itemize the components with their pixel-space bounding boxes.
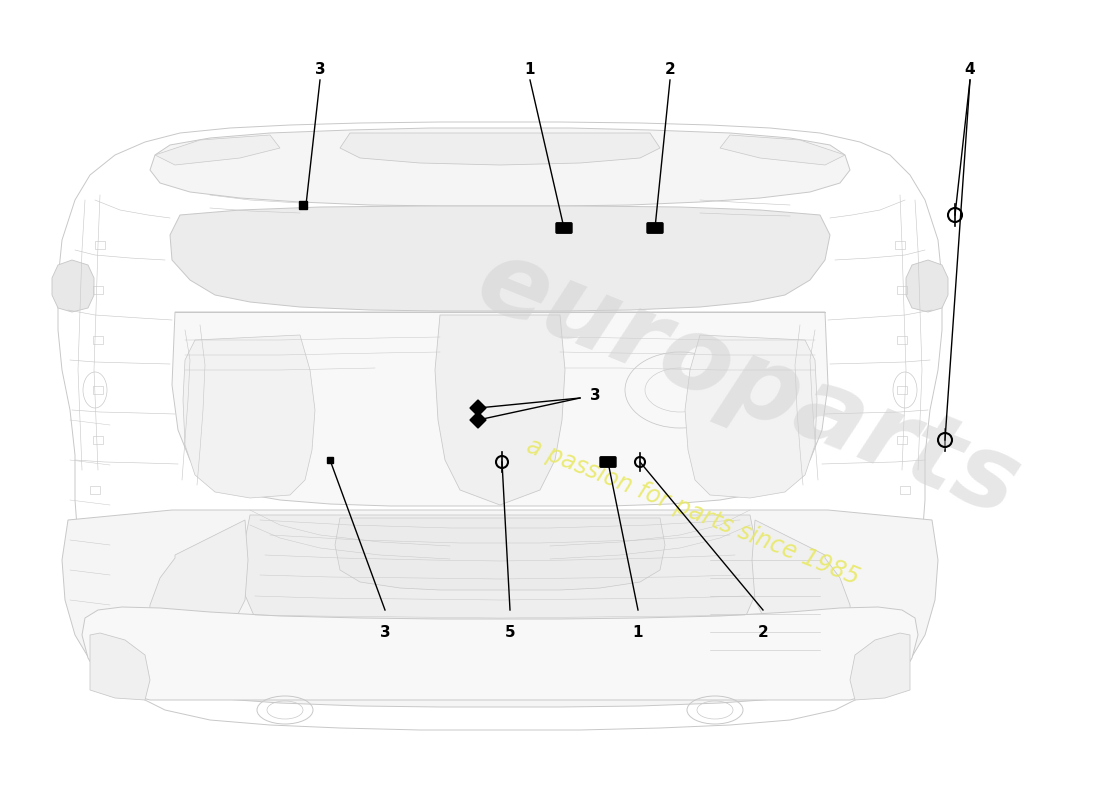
Polygon shape [434, 315, 565, 505]
Polygon shape [183, 335, 315, 498]
Text: 1: 1 [525, 62, 536, 77]
Bar [896, 336, 907, 344]
Polygon shape [148, 520, 248, 658]
Bar [94, 336, 103, 344]
Bar [90, 486, 100, 494]
FancyBboxPatch shape [556, 222, 572, 234]
Text: 1: 1 [632, 625, 644, 640]
Polygon shape [336, 518, 666, 590]
Polygon shape [850, 633, 910, 700]
Bar [896, 386, 907, 394]
Polygon shape [720, 135, 845, 165]
Polygon shape [62, 510, 938, 707]
FancyBboxPatch shape [647, 222, 663, 234]
Bar [299, 201, 307, 209]
Bar [94, 386, 103, 394]
Bar [327, 457, 333, 463]
Polygon shape [170, 206, 830, 311]
Polygon shape [150, 128, 850, 206]
Polygon shape [470, 400, 486, 416]
Bar [896, 436, 907, 444]
Text: 2: 2 [758, 625, 769, 640]
Text: 5: 5 [505, 625, 515, 640]
Text: a passion for parts since 1985: a passion for parts since 1985 [524, 434, 862, 590]
Polygon shape [906, 260, 948, 312]
Text: europarts: europarts [462, 230, 1034, 538]
Text: 3: 3 [590, 388, 601, 403]
Text: 3: 3 [315, 62, 326, 77]
Polygon shape [155, 135, 280, 165]
Polygon shape [172, 312, 828, 506]
Polygon shape [52, 260, 94, 312]
Polygon shape [90, 633, 150, 700]
Text: 2: 2 [664, 62, 675, 77]
Text: 4: 4 [965, 62, 976, 77]
Bar [896, 286, 907, 294]
Polygon shape [752, 520, 852, 658]
Polygon shape [58, 122, 942, 730]
Polygon shape [82, 607, 918, 700]
Polygon shape [470, 412, 486, 428]
Polygon shape [685, 335, 817, 498]
Text: 3: 3 [379, 625, 390, 640]
Polygon shape [340, 133, 660, 165]
Bar [94, 286, 103, 294]
Polygon shape [242, 515, 758, 656]
FancyBboxPatch shape [600, 457, 616, 467]
Bar [900, 486, 910, 494]
Bar [895, 241, 905, 249]
Bar [95, 241, 104, 249]
Bar [94, 436, 103, 444]
